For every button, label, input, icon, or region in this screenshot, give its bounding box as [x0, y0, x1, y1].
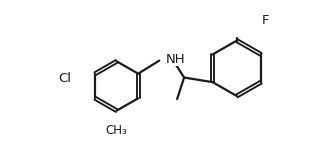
Text: NH: NH [165, 53, 185, 66]
Text: CH₃: CH₃ [106, 124, 127, 137]
Text: Cl: Cl [58, 72, 72, 85]
Text: F: F [262, 14, 269, 28]
